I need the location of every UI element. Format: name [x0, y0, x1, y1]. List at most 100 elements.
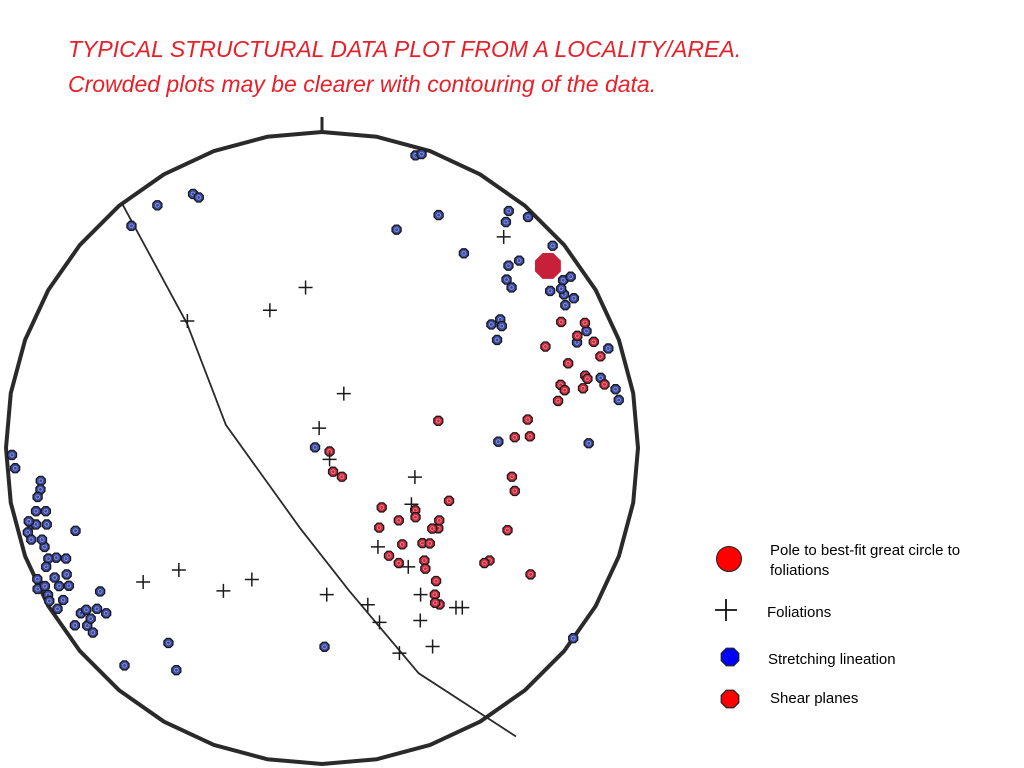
- lineation-point-23: [506, 282, 517, 293]
- shear-point-39: [420, 563, 431, 574]
- legend-foliation-symbol: [715, 599, 737, 621]
- shear-point-13: [552, 395, 564, 407]
- shear-point-36: [383, 550, 395, 561]
- foliation-point-23: [425, 639, 440, 654]
- foliation-point-14: [216, 583, 231, 598]
- lineation-point-12: [458, 248, 470, 259]
- lineation-point-8: [503, 205, 514, 217]
- lineation-point-20: [560, 299, 571, 311]
- lineation-point-49: [70, 525, 81, 536]
- lineation-point-41: [32, 491, 43, 503]
- lineation-point-45: [22, 527, 33, 538]
- lineation-point-29: [603, 343, 614, 354]
- lineation-point-6: [433, 209, 444, 221]
- lineation-point-52: [36, 534, 48, 545]
- shear-point-16: [524, 431, 536, 442]
- lineation-point-14: [503, 260, 514, 271]
- primitive-circle: [4, 130, 640, 766]
- foliation-point-10: [401, 559, 416, 574]
- lineation-point-26: [486, 319, 497, 330]
- lineation-point-11: [547, 240, 558, 251]
- lineation-point-66: [52, 603, 63, 615]
- foliation-point-11: [171, 562, 186, 577]
- shear-point-26: [393, 515, 404, 526]
- foliation-point-20: [372, 615, 387, 630]
- shear-point-44: [429, 589, 440, 600]
- lineation-point-71: [69, 620, 81, 631]
- shear-point-37: [419, 555, 430, 566]
- shear-point-4: [540, 341, 551, 352]
- foliation-point-2: [262, 303, 277, 318]
- lineation-point-68: [81, 604, 92, 615]
- stereonet-data-marks: [6, 148, 624, 676]
- lineation-point-31: [610, 384, 621, 395]
- foliation-point-21: [413, 613, 428, 628]
- shear-point-8: [582, 373, 593, 384]
- lineation-point-54: [40, 561, 52, 572]
- lineation-point-36: [309, 442, 321, 453]
- red-octagon-marker-icon: [720, 689, 740, 709]
- foliation-point-0: [496, 229, 511, 244]
- lineation-point-4: [152, 200, 163, 211]
- foliation-point-22: [392, 646, 407, 661]
- shear-point-17: [509, 432, 520, 443]
- legend-shear-symbol: [720, 689, 740, 709]
- lineation-point-35: [493, 436, 504, 447]
- shear-point-12: [599, 379, 610, 390]
- lineation-point-65: [58, 594, 69, 606]
- lineation-point-60: [53, 580, 65, 592]
- lineation-point-47: [41, 519, 52, 530]
- foliation-point-3: [180, 313, 195, 328]
- shear-point-41: [479, 557, 490, 569]
- lineation-point-74: [101, 608, 112, 619]
- lineation-point-32: [613, 394, 624, 406]
- shear-point-27: [410, 512, 421, 523]
- shear-point-43: [430, 575, 442, 587]
- shear-point-21: [327, 466, 339, 477]
- lineation-point-51: [26, 534, 37, 545]
- lineation-point-58: [39, 580, 51, 592]
- shear-point-23: [443, 495, 455, 506]
- lineation-point-64: [44, 595, 55, 607]
- foliation-point-7: [407, 470, 422, 485]
- shear-point-20: [506, 471, 518, 482]
- shear-point-38: [393, 557, 404, 569]
- lineation-point-61: [61, 569, 72, 580]
- lineation-point-1: [416, 148, 427, 160]
- best-fit-great-circle: [120, 202, 517, 738]
- lineation-point-78: [171, 664, 182, 676]
- lineation-point-59: [49, 572, 60, 583]
- foliation-point-16: [413, 587, 428, 602]
- lineation-point-53: [43, 553, 54, 564]
- lineation-point-43: [30, 506, 42, 517]
- shear-point-46: [429, 597, 441, 609]
- shear-point-3: [588, 336, 599, 347]
- lineation-point-5: [126, 220, 137, 232]
- lineation-point-81: [23, 516, 34, 527]
- shear-point-42: [525, 569, 536, 580]
- foliation-point-15: [319, 587, 334, 602]
- foliation-point-17: [360, 597, 375, 612]
- lineation-point-10: [500, 216, 512, 228]
- lineation-point-62: [63, 580, 75, 591]
- legend-label-foliations: Foliations: [767, 604, 832, 621]
- shear-point-22: [509, 485, 520, 497]
- blue-octagon-marker-icon: [720, 647, 740, 667]
- legend-label-stretching-lineation: Stretching lineation: [768, 651, 896, 668]
- lineation-point-50: [51, 552, 62, 563]
- foliation-point-1: [298, 280, 313, 295]
- foliation-point-12: [136, 574, 151, 589]
- shear-point-32: [424, 538, 435, 549]
- lineation-point-38: [35, 475, 46, 487]
- plus-marker-icon: [715, 599, 737, 621]
- lineation-point-39: [9, 463, 21, 474]
- title-line-1: TYPICAL STRUCTURAL DATA PLOT FROM A LOCA…: [68, 36, 742, 62]
- lineation-point-22: [501, 274, 512, 285]
- legend-pole-symbol: [716, 546, 742, 572]
- lineation-point-34: [583, 438, 594, 449]
- shear-point-15: [433, 415, 444, 426]
- shear-point-30: [397, 539, 408, 550]
- lineation-point-56: [32, 573, 43, 585]
- lineation-point-21: [544, 285, 556, 297]
- lineation-point-55: [60, 553, 72, 564]
